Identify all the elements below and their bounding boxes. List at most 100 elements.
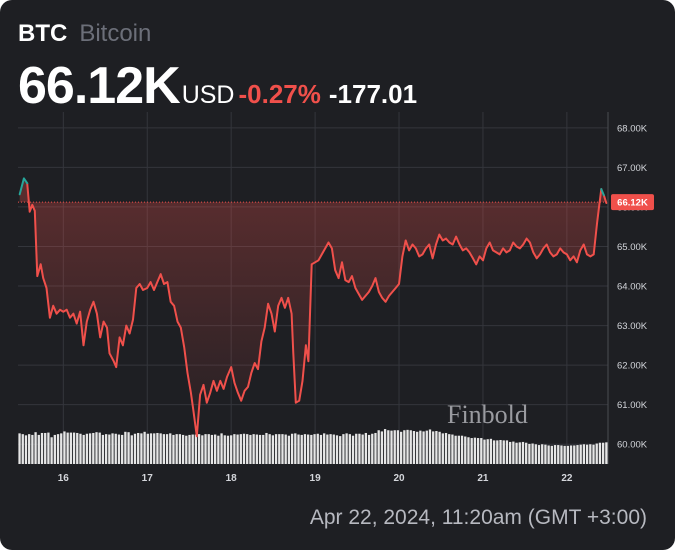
volume-bar (403, 430, 406, 464)
ticker-symbol: BTC (18, 20, 68, 47)
volume-bar (515, 442, 518, 464)
volume-bar (98, 432, 101, 464)
volume-bar (95, 432, 98, 464)
y-tick-label: 61.00K (617, 400, 648, 411)
volume-bar (393, 430, 396, 464)
volume-bar (361, 434, 364, 464)
volume-bar (605, 442, 608, 464)
asset-header: BTC Bitcoin (18, 20, 151, 48)
volume-bar (342, 434, 345, 464)
volume-bar (396, 430, 400, 464)
volume-bar (220, 433, 223, 464)
volume-bar (274, 434, 278, 464)
x-tick-label: 18 (226, 473, 238, 484)
timestamp: Apr 22, 2024, 11:20am (GMT +3:00) (309, 506, 647, 529)
volume-bar (82, 434, 85, 464)
volume-bar (217, 435, 220, 464)
volume-bar (425, 430, 428, 464)
volume-bar (156, 432, 159, 464)
volume-bar (435, 431, 438, 464)
volume-bar (531, 443, 534, 464)
volume-bar (24, 435, 28, 464)
volume-bar (377, 430, 380, 464)
volume-bar (592, 444, 595, 464)
volume-bar (262, 434, 265, 464)
volume-bar (278, 434, 281, 464)
volume-bar (319, 434, 323, 464)
volume-bar (178, 434, 182, 464)
volume-bar (444, 432, 448, 464)
volume-bar (162, 434, 165, 464)
volume-bar (428, 429, 432, 464)
volume-bar (306, 434, 310, 464)
volume-bar (181, 434, 185, 464)
x-tick-label: 16 (58, 473, 70, 484)
volume-bar (172, 434, 175, 464)
volume-bar (476, 438, 480, 464)
volume-bar (201, 435, 204, 464)
volume-bar (258, 434, 262, 464)
volume-bar (72, 432, 76, 464)
volume-bar (194, 434, 198, 464)
price-line-up (18, 177, 605, 197)
volume-bar (28, 434, 31, 464)
volume-bar (233, 434, 236, 464)
volume-bar (85, 433, 89, 464)
volume-bar (569, 445, 573, 464)
y-tick-label: 60.00K (617, 440, 648, 451)
volume-bar (460, 435, 464, 464)
volume-bar (153, 433, 156, 464)
volume-bar (383, 429, 387, 464)
volume-bar (345, 433, 348, 464)
volume-bar (63, 431, 66, 464)
volume-bar (313, 434, 316, 464)
volume-bar (133, 433, 137, 464)
volume-bar (329, 434, 332, 464)
volume-bar (339, 436, 342, 464)
volume-bar (601, 442, 605, 464)
change-percent: -0.27% (238, 79, 321, 109)
volume-bar (188, 434, 191, 464)
volume-bar (92, 432, 95, 464)
volume-bar (111, 433, 114, 464)
volume-bar (169, 433, 172, 464)
volume-bar (441, 433, 444, 464)
volume-bar (563, 445, 566, 464)
volume-bar (268, 434, 271, 464)
last-price-tag (611, 194, 654, 211)
price-line (26, 182, 608, 438)
volume-bar (242, 433, 246, 464)
volume-bar (50, 437, 53, 464)
volume-bar (265, 432, 268, 464)
volume-bar (191, 434, 194, 464)
volume-bar (534, 444, 537, 464)
volume-bar (303, 434, 307, 464)
volume-bar (438, 431, 441, 464)
x-tick-label: 20 (393, 473, 405, 484)
volume-bar (585, 444, 589, 464)
volume-bar (121, 434, 124, 464)
volume-bar (34, 432, 37, 464)
volume-bar (582, 444, 586, 464)
volume-bar (287, 435, 291, 464)
volume-bar (226, 435, 230, 464)
volume-bar (185, 435, 188, 464)
volume-bar (40, 432, 44, 464)
volume-bar (127, 432, 130, 464)
volume-bar (351, 435, 355, 464)
volume-bar (406, 429, 409, 464)
volume-bar (210, 434, 214, 464)
volume-bar (108, 434, 111, 464)
volume-bar (117, 434, 121, 464)
volume-bar (323, 433, 326, 464)
volume-bar (66, 432, 69, 464)
volume-bar (31, 434, 34, 464)
volume-bar (197, 434, 201, 464)
volume-bar (566, 445, 570, 464)
volume-bar (165, 434, 169, 464)
volume-bar (412, 431, 416, 464)
volume-bar (230, 435, 233, 464)
volume-bar (88, 433, 92, 464)
volume-bar (290, 433, 294, 464)
